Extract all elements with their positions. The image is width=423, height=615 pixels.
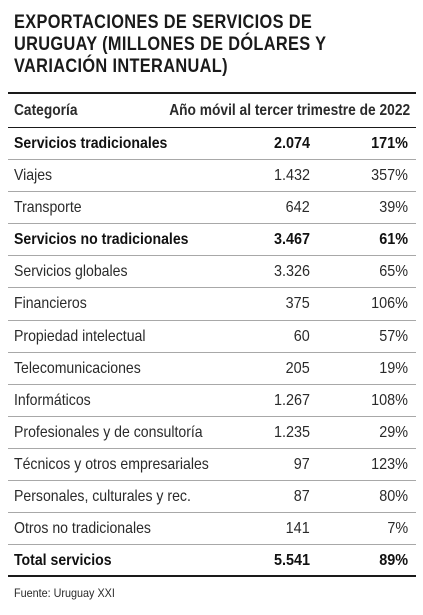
row-variation: 65%	[379, 263, 408, 281]
row-category: Técnicos y otros empresariales	[14, 455, 209, 473]
title-divider	[8, 92, 416, 94]
row-value: 205	[285, 359, 310, 377]
table-row: Servicios no tradicionales 3.467 61%	[8, 224, 416, 257]
table-row: Servicios tradicionales 2.074 171%	[8, 128, 416, 161]
header-category: Categoría	[14, 102, 78, 119]
row-variation: 39%	[379, 199, 408, 217]
row-variation: 19%	[379, 359, 408, 377]
row-variation: 61%	[379, 231, 408, 249]
row-category: Viajes	[14, 167, 53, 185]
row-value: 97	[293, 455, 310, 473]
row-variation: 357%	[371, 167, 408, 185]
row-value: 1.432	[273, 167, 310, 185]
table-title: EXPORTACIONES DE SERVICIOS DE URUGUAY (M…	[14, 12, 327, 77]
table-row: Otros no tradicionales 141 7%	[8, 513, 416, 546]
row-value: 2.074	[273, 135, 310, 152]
row-value: 60	[293, 327, 310, 345]
table-row: Total servicios 5.541 89%	[8, 545, 416, 578]
row-category: Profesionales y de consultoría	[14, 423, 203, 441]
source-note: Fuente: Uruguay XXI	[14, 586, 115, 600]
row-variation: 7%	[387, 520, 408, 538]
table-row: Técnicos y otros empresariales 97 123%	[8, 449, 416, 482]
table-row: Financieros 375 106%	[8, 288, 416, 321]
row-value: 3.326	[273, 263, 310, 281]
table-row: Viajes 1.432 357%	[8, 160, 416, 193]
header-period: Año móvil al tercer trimestre de 2022	[169, 102, 410, 119]
row-variation: 80%	[379, 488, 408, 506]
row-value: 1.267	[273, 391, 310, 409]
row-variation: 57%	[379, 327, 408, 345]
row-variation: 89%	[379, 552, 408, 570]
row-category: Transporte	[14, 199, 82, 217]
table-row: Personales, culturales y rec. 87 80%	[8, 481, 416, 514]
row-value: 642	[285, 199, 310, 217]
row-category: Otros no tradicionales	[14, 520, 151, 538]
table-row: Propiedad intelectual 60 57%	[8, 321, 416, 353]
row-category: Informáticos	[14, 391, 91, 409]
table-row: Telecomunicaciones 205 19%	[8, 353, 416, 385]
row-category: Financieros	[14, 295, 87, 313]
row-value: 3.467	[273, 231, 310, 249]
row-category: Propiedad intelectual	[14, 327, 146, 345]
row-value: 141	[285, 520, 310, 538]
row-category: Servicios tradicionales	[14, 135, 168, 152]
row-value: 1.235	[273, 423, 310, 441]
row-variation: 108%	[371, 391, 408, 409]
row-variation: 171%	[371, 135, 408, 152]
row-variation: 106%	[371, 295, 408, 313]
row-category: Servicios globales	[14, 263, 128, 281]
table-row: Profesionales y de consultoría 1.235 29%	[8, 417, 416, 449]
table-row: Transporte 642 39%	[8, 192, 416, 225]
table-row: Servicios globales 3.326 65%	[8, 256, 416, 289]
table-body: Servicios tradicionales 2.074 171% Viajes 1.…	[8, 128, 416, 578]
row-category: Servicios no tradicionales	[14, 231, 189, 249]
row-category: Total servicios	[14, 552, 112, 570]
row-category: Personales, culturales y rec.	[14, 488, 191, 506]
row-value: 87	[293, 488, 310, 506]
row-variation: 29%	[379, 423, 408, 441]
table-header: Categoría Año móvil al tercer trimestre …	[8, 96, 416, 128]
row-value: 5.541	[273, 552, 310, 570]
row-variation: 123%	[371, 455, 408, 473]
row-category: Telecomunicaciones	[14, 359, 141, 377]
table-row: Informáticos 1.267 108%	[8, 385, 416, 417]
exports-table: Categoría Año móvil al tercer trimestre …	[8, 96, 416, 578]
row-value: 375	[285, 295, 310, 313]
